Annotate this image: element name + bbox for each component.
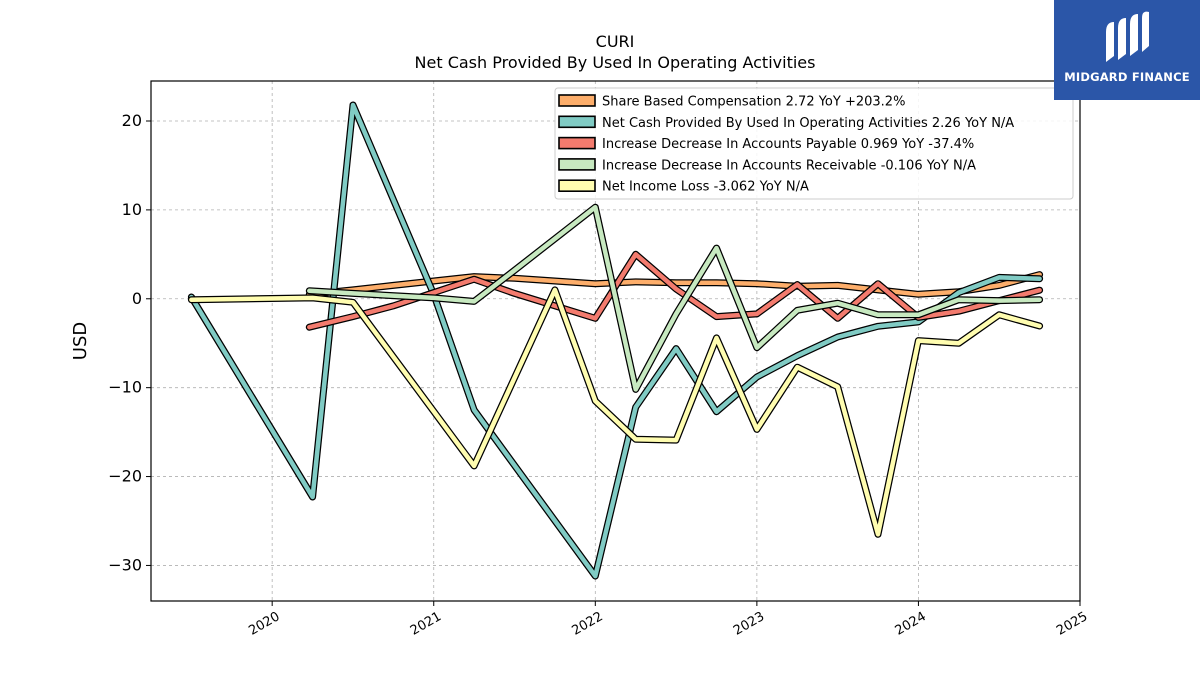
legend-label: Share Based Compensation 2.72 YoY +203.2… [602,95,905,110]
series-line [189,287,1042,537]
legend-box [554,87,1074,200]
brand-mark-icon [1106,11,1149,62]
y-tick-label: −30 [108,555,142,574]
legend: Share Based Compensation 2.72 YoY +203.2… [554,87,1074,200]
y-tick-label: 20 [122,111,142,130]
legend-swatch [558,158,596,171]
legend-swatch [558,136,596,150]
chart-title: Net Cash Provided By Used In Operating A… [415,53,816,72]
series-line [307,204,1042,392]
y-tick-label: 0 [132,289,142,308]
y-tick-label: −20 [108,467,142,486]
chart-ticker: CURI [596,32,635,51]
y-tick-label: 10 [122,200,142,219]
legend-label: Increase Decrease In Accounts Payable 0.… [602,137,974,152]
legend-label: Net Cash Provided By Used In Operating A… [602,116,1014,131]
x-tick-label: 2023 [731,609,767,639]
brand-logo: MIDGARD FINANCE [1054,0,1200,100]
x-tick-label: 2022 [569,609,605,639]
legend-swatch [558,115,596,129]
series-lines [187,101,1044,580]
x-tick-label: 2021 [408,609,444,639]
legend-label: Net Income Loss -3.062 YoY N/A [602,180,809,195]
legend-label: Increase Decrease In Accounts Receivable… [602,158,976,173]
x-tick-label: 2024 [893,609,929,639]
plot-frame [150,80,1081,602]
legend-swatch [558,94,596,107]
series-line [307,272,1042,297]
y-tick-label: −10 [108,378,142,397]
y-axis-label: USD [70,322,91,360]
brand-name: MIDGARD FINANCE [1064,70,1190,84]
x-tick-label: 2025 [1054,609,1090,639]
x-tick-label: 2020 [246,609,282,639]
legend-swatch [558,179,596,192]
